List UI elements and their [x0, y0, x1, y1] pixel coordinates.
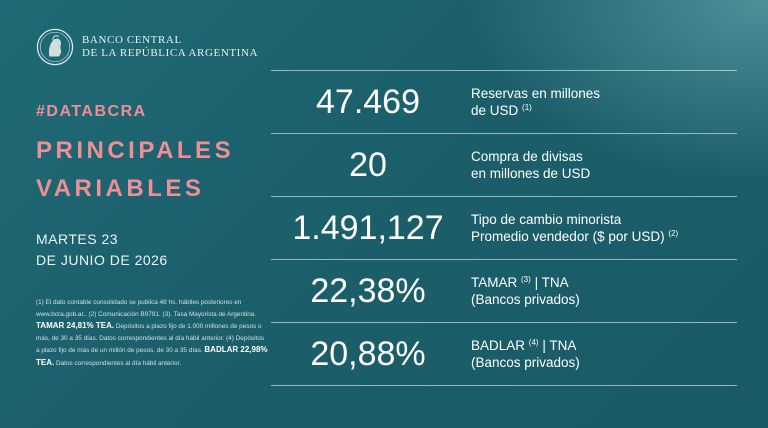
variable-value: 20 — [349, 145, 387, 184]
bank-name-line2: DE LA REPÚBLICA ARGENTINA — [82, 47, 259, 59]
footnote-part1: (1) El dato contable consolidado se publ… — [36, 299, 257, 318]
variable-row-compra-divisas: 20 Compra de divisas en millones de USD — [271, 133, 737, 196]
label-line2: en millones de USD — [471, 166, 591, 181]
variable-value: 22,38% — [310, 271, 426, 310]
variable-row-tamar: 22,38% TAMAR (3) | TNA (Bancos privados) — [271, 259, 737, 322]
date-line2: DE JUNIO DE 2026 — [36, 252, 168, 268]
variable-row-reservas: 47.469 Reservas en millones de USD (1) — [271, 70, 737, 133]
bcra-logo: BANCO CENTRAL DE LA REPÚBLICA ARGENTINA — [36, 28, 258, 66]
footnote-ref: (1) — [522, 103, 532, 112]
report-date: MARTES 23 DE JUNIO DE 2026 — [36, 229, 168, 271]
footnote-ref: (2) — [668, 229, 679, 238]
variable-label: TAMAR (3) | TNA (Bancos privados) — [471, 274, 580, 308]
label-line1-rest: | TNA — [534, 275, 569, 290]
label-line1: Tipo de cambio minorista — [471, 212, 622, 227]
footnote-part3: Datos correspondientes al día hábil ante… — [56, 359, 182, 367]
hashtag: #DATABCRA — [36, 103, 147, 120]
variable-label: Reservas en millones de USD (1) — [471, 85, 600, 119]
footnote: (1) El dato contable consolidado se publ… — [36, 297, 268, 369]
variables-list: 47.469 Reservas en millones de USD (1) 2… — [271, 70, 737, 386]
footnote-tamar: TAMAR 24,81% TEA. — [36, 321, 115, 330]
bank-name: BANCO CENTRAL DE LA REPÚBLICA ARGENTINA — [82, 34, 258, 60]
label-line2: Promedio vendedor ($ por USD) (2) — [471, 228, 678, 245]
page-title: PRINCIPALES VARIABLES — [36, 132, 234, 208]
label-line1: BADLAR (4) | TNA — [471, 337, 580, 354]
variable-row-badlar: 20,88% BADLAR (4) | TNA (Bancos privados… — [271, 322, 737, 386]
label-line2: (Bancos privados) — [471, 355, 580, 370]
footnote-badlar: BADLAR 22,98% TEA. — [36, 345, 268, 367]
label-line1-rest: | TNA — [542, 338, 577, 353]
variable-label: Compra de divisas en millones de USD — [471, 148, 590, 182]
footnote-ref: (3) — [521, 275, 531, 284]
variable-value: 1.491,127 — [292, 208, 444, 247]
bank-name-line1: BANCO CENTRAL — [82, 34, 182, 46]
label-line1: Reservas en millones — [471, 86, 601, 101]
footnote-ref: (4) — [528, 338, 539, 347]
label-line1-text: TAMAR — [471, 275, 518, 290]
label-line1: Compra de divisas — [471, 149, 583, 164]
title-line2: VARIABLES — [36, 175, 205, 202]
variable-value: 20,88% — [310, 334, 426, 373]
label-line2-text: Promedio vendedor ($ por USD) — [471, 229, 665, 244]
label-line2-text: de USD — [471, 103, 519, 118]
variable-row-tipo-cambio: 1.491,127 Tipo de cambio minorista Prome… — [271, 196, 737, 259]
title-line1: PRINCIPALES — [36, 137, 235, 164]
variable-label: Tipo de cambio minorista Promedio vended… — [471, 211, 678, 245]
footnote-part2: Depósitos a plazo fijo de 1.000 millones… — [36, 323, 265, 354]
bcra-seal-icon — [36, 28, 74, 66]
variable-label: BADLAR (4) | TNA (Bancos privados) — [471, 337, 580, 371]
label-line2: de USD (1) — [471, 102, 600, 119]
label-line1: TAMAR (3) | TNA — [471, 274, 580, 291]
variable-value: 47.469 — [316, 82, 420, 121]
date-line1: MARTES 23 — [36, 231, 119, 247]
label-line2: (Bancos privados) — [471, 292, 580, 307]
label-line1-text: BADLAR — [471, 338, 526, 353]
